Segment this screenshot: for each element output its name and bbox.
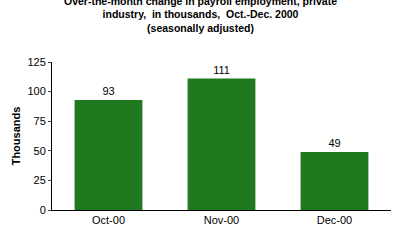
svg-text:100: 100: [27, 85, 45, 97]
svg-text:125: 125: [27, 56, 45, 68]
svg-text:Over-the-month change in payro: Over-the-month change in payroll employm…: [64, 0, 337, 34]
svg-text:25: 25: [34, 174, 46, 186]
svg-text:Nov-00: Nov-00: [204, 214, 239, 226]
svg-text:50: 50: [34, 145, 46, 157]
svg-text:Dec-00: Dec-00: [317, 214, 352, 226]
svg-text:93: 93: [102, 85, 114, 97]
svg-text:75: 75: [34, 115, 46, 127]
svg-text:0: 0: [40, 204, 46, 216]
svg-text:111: 111: [213, 64, 230, 76]
svg-text:49: 49: [328, 137, 340, 149]
svg-text:Oct-00: Oct-00: [92, 214, 125, 226]
svg-text:Thousands: Thousands: [10, 107, 22, 166]
